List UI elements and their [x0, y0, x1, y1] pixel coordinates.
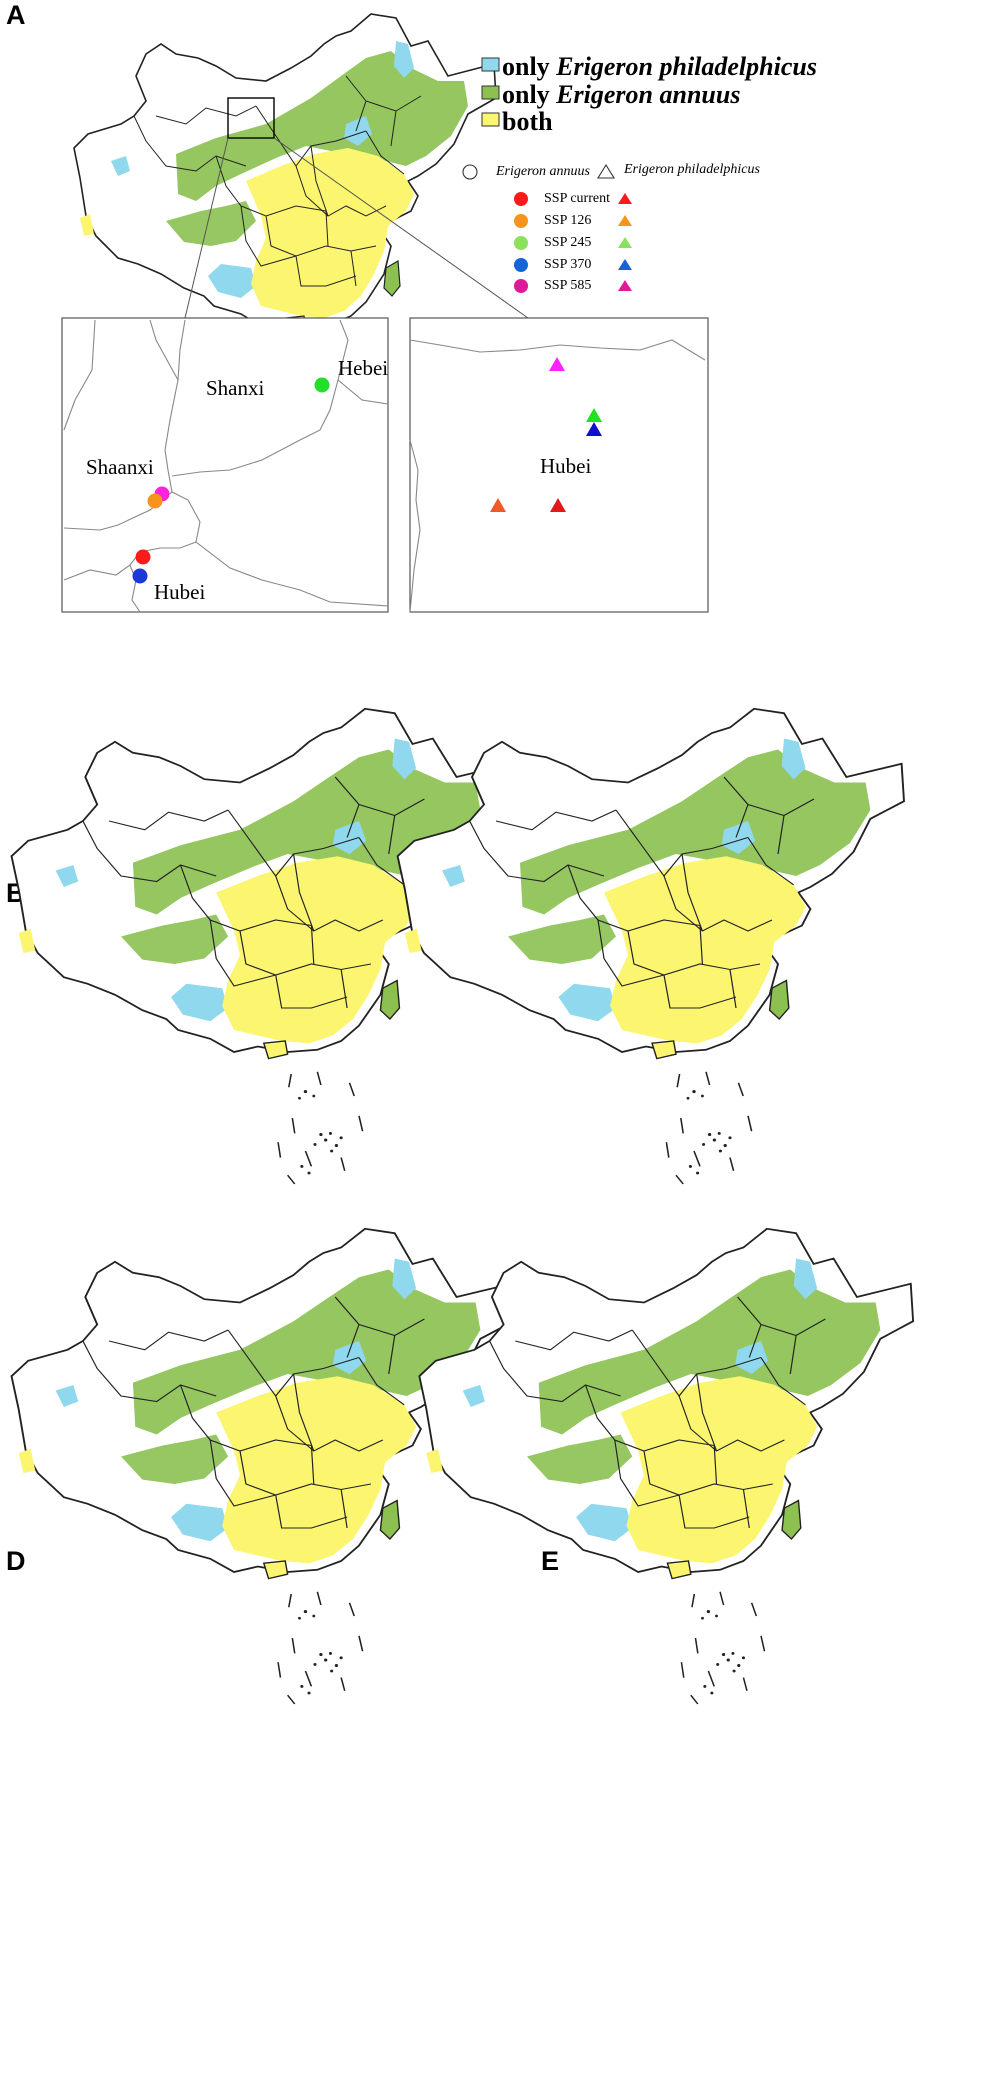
inset-label-hubei-left: Hubei — [154, 580, 206, 604]
legend-label-ssp-126: SSP 126 — [544, 213, 592, 228]
zoom-box — [227, 97, 275, 139]
legend-species: Erigeron annuus — [556, 80, 741, 109]
legend-label-ssp-585: SSP 585 — [544, 278, 592, 293]
inset-label-hebei: Hebei — [338, 356, 389, 380]
legend-triangle-ssp-370 — [618, 259, 632, 270]
legend-header-annuus: Erigeron annuus — [496, 164, 590, 179]
legend-dot-ssp-370 — [514, 258, 528, 272]
legend-swatch-annuus — [481, 85, 500, 100]
legend-item-philadelphicus: only Erigeron philadelphicus — [502, 52, 817, 82]
legend-dot-ssp-126 — [514, 214, 528, 228]
legend-dot-ssp-245 — [514, 236, 528, 250]
connector-line-right — [273, 137, 529, 319]
map-panel-e — [418, 1227, 915, 1705]
legend-triangle-ssp-current — [618, 193, 632, 204]
legend-triangle-ssp-126 — [618, 215, 632, 226]
legend-item-annuus: only Erigeron annuus — [502, 80, 740, 110]
legend-species: Erigeron philadelphicus — [556, 52, 817, 81]
legend-triangle-philadelphicus-icon — [597, 163, 615, 179]
panel-label-d: D — [6, 1546, 26, 1576]
inset-dot-ssp-245 — [314, 377, 330, 393]
inset-label-shanxi: Shanxi — [206, 376, 265, 400]
inset-dot-ssp-126 — [147, 493, 163, 509]
inset-triangle-ssp-126 — [490, 498, 506, 512]
legend-swatch-philadelphicus — [481, 57, 500, 72]
inset-label-shaanxi: Shaanxi — [86, 455, 154, 479]
legend-dot-ssp-585 — [514, 279, 528, 293]
inset-dot-ssp-370 — [132, 568, 148, 584]
inset-triangle-ssp-585 — [549, 357, 565, 371]
legend-prefix: only — [502, 80, 550, 109]
legend-prefix: only — [502, 52, 550, 81]
panel-label-a: A — [6, 0, 26, 30]
legend-both-label: both — [502, 107, 553, 136]
inset-triangle-ssp-current — [550, 498, 566, 512]
legend-label-ssp-current: SSP current — [544, 191, 610, 206]
connector-line-left — [184, 137, 229, 319]
legend-item-both: both — [502, 107, 553, 137]
inset-triangle-ssp-370 — [586, 422, 602, 436]
legend-triangle-ssp-585 — [618, 280, 632, 291]
map-panel-c — [396, 707, 905, 1185]
legend-header-philadelphicus: Erigeron philadelphicus — [624, 162, 760, 177]
inset-label-hubei-right: Hubei — [540, 454, 592, 478]
inset-left-map — [61, 317, 389, 613]
inset-dot-ssp-current — [135, 549, 151, 565]
inset-right-map — [409, 317, 709, 613]
legend-label-ssp-370: SSP 370 — [544, 257, 592, 272]
legend-swatch-both — [481, 112, 500, 127]
panel-label-e: E — [541, 1546, 560, 1576]
legend-circle-annuus-icon — [462, 164, 478, 180]
legend-dot-ssp-current — [514, 192, 528, 206]
legend-label-ssp-245: SSP 245 — [544, 235, 592, 250]
legend-triangle-ssp-245 — [618, 237, 632, 248]
inset-triangle-ssp-245 — [586, 408, 602, 422]
